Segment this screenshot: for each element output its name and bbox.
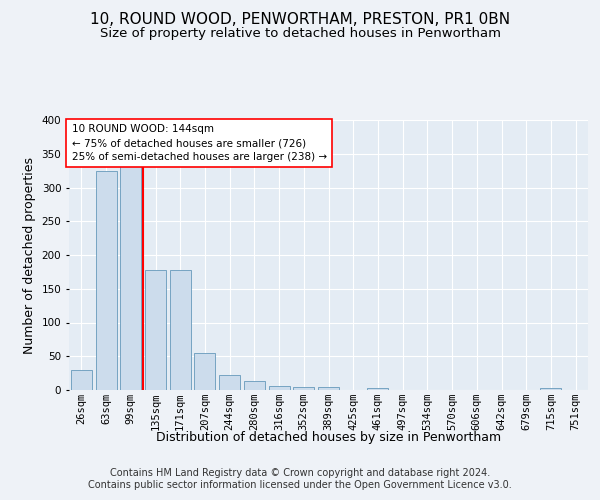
Bar [194, 353, 215, 390]
Bar [120, 164, 141, 390]
Bar [541, 388, 562, 390]
Text: Contains public sector information licensed under the Open Government Licence v3: Contains public sector information licen… [88, 480, 512, 490]
Bar [293, 386, 314, 390]
Bar [95, 170, 116, 390]
Bar [244, 380, 265, 390]
Text: Contains HM Land Registry data © Crown copyright and database right 2024.: Contains HM Land Registry data © Crown c… [110, 468, 490, 477]
Text: Size of property relative to detached houses in Penwortham: Size of property relative to detached ho… [100, 28, 500, 40]
Bar [367, 388, 388, 390]
Bar [145, 270, 166, 390]
Bar [170, 270, 191, 390]
Bar [71, 370, 92, 390]
Bar [269, 386, 290, 390]
Text: 10, ROUND WOOD, PENWORTHAM, PRESTON, PR1 0BN: 10, ROUND WOOD, PENWORTHAM, PRESTON, PR1… [90, 12, 510, 28]
Text: 10 ROUND WOOD: 144sqm
← 75% of detached houses are smaller (726)
25% of semi-det: 10 ROUND WOOD: 144sqm ← 75% of detached … [71, 124, 327, 162]
Bar [219, 375, 240, 390]
Y-axis label: Number of detached properties: Number of detached properties [23, 156, 36, 354]
Bar [318, 386, 339, 390]
Text: Distribution of detached houses by size in Penwortham: Distribution of detached houses by size … [156, 431, 502, 444]
